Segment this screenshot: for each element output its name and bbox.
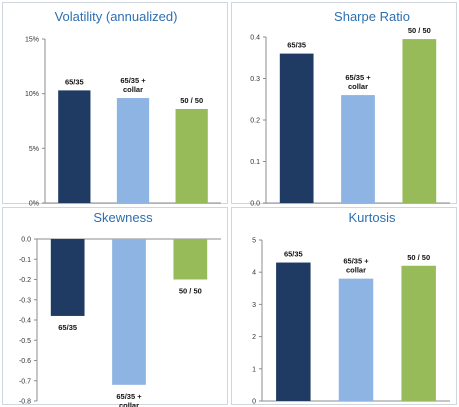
data-label-65-35-collar: 65/35 + collar <box>345 73 371 91</box>
sharpe-chart-title: Sharpe Ratio <box>334 9 410 24</box>
y-tick-label: 0.4 <box>250 35 260 42</box>
y-tick-label: 0.0 <box>250 201 260 208</box>
data-label-50-50: 50 / 50 <box>408 26 431 35</box>
data-label-65-35: 65/35 <box>287 41 306 50</box>
bar-50-50 <box>175 108 208 203</box>
y-tick-label: 0.0 <box>21 237 31 244</box>
y-tick-label: 5 <box>252 238 256 245</box>
bar-50-50 <box>401 265 436 401</box>
data-label-65-35: 65/35 <box>284 250 303 259</box>
volatility-chart-title: Volatility (annualized) <box>55 9 178 24</box>
y-tick-label: -0.6 <box>19 358 31 365</box>
y-tick-label: -0.1 <box>19 257 31 264</box>
data-label-50-50: 50 / 50 <box>407 253 430 262</box>
y-tick-label: 0 <box>252 399 256 406</box>
data-label-65-35-collar: 65/35 + collar <box>120 76 146 94</box>
kurtosis-chart-title: Kurtosis <box>349 210 396 225</box>
bar-65-35 <box>58 90 91 203</box>
bar-65-35-collar <box>338 278 374 401</box>
bar-65-35-collar <box>341 95 375 203</box>
y-tick-label: 10% <box>25 91 39 98</box>
y-tick-label: 0.3 <box>250 76 260 83</box>
y-tick-label: -0.5 <box>19 338 31 345</box>
y-tick-label: -0.4 <box>19 318 31 325</box>
y-tick-label: 2 <box>252 334 256 341</box>
data-label-65-35: 65/35 <box>58 323 77 332</box>
y-tick-label: -0.3 <box>19 297 31 304</box>
data-label-50-50: 50 / 50 <box>179 287 202 296</box>
y-tick-label: 0.1 <box>250 159 260 166</box>
y-tick-label: 4 <box>252 270 256 277</box>
bar-65-35 <box>276 262 311 401</box>
y-tick-label: 0% <box>29 201 39 208</box>
skewness-chart-title: Skewness <box>93 210 153 225</box>
kurtosis-svg: Kurtosis 0 1 2 3 4 5 65/35 65/35 + collar 50 / 50 <box>252 210 450 406</box>
y-tick-label: 0.2 <box>250 118 260 125</box>
bar-65-35-collar <box>116 98 150 203</box>
data-label-65-35-collar: 65/35 + collar <box>116 392 142 407</box>
y-tick-label: 15% <box>25 37 39 44</box>
data-label-65-35: 65/35 <box>65 77 84 86</box>
bar-50-50 <box>173 239 208 280</box>
y-tick-label: 5% <box>29 146 39 153</box>
y-tick-label: 3 <box>252 302 256 309</box>
data-label-50-50: 50 / 50 <box>180 96 203 105</box>
bar-65-35 <box>50 239 85 316</box>
y-tick-label: -0.7 <box>19 378 31 385</box>
sharpe-svg: Sharpe Ratio 0.0 0.1 0.2 0.3 0.4 65/35 65/35 + c… <box>250 9 450 208</box>
sharpe-ratio-chart-panel: Sharpe Ratio 0.0 0.1 0.2 0.3 0.4 65/35 65/35 + c… <box>231 2 457 208</box>
skewness-chart-panel: Skewness 0.0 -0.1 -0.2 -0.3 -0.4 -0.5 -0.6 -0.7 -… <box>2 207 228 407</box>
y-tick-label: -0.2 <box>19 277 31 284</box>
y-tick-label: 1 <box>252 366 256 373</box>
kurtosis-chart-panel: Kurtosis 0 1 2 3 4 5 65/35 65/35 + collar 50 / 50 <box>231 207 457 406</box>
volatility-chart-panel: Volatility (annualized) 0% 5% 10% 15% 65/35 65… <box>2 2 228 208</box>
bar-65-35 <box>279 53 314 203</box>
skewness-svg: Skewness 0.0 -0.1 -0.2 -0.3 -0.4 -0.5 -0.6 -0.7 -… <box>19 210 221 407</box>
y-tick-label: -0.8 <box>19 399 31 406</box>
data-label-65-35-collar: 65/35 + collar <box>343 257 369 275</box>
bar-65-35-collar <box>112 239 146 385</box>
bar-50-50 <box>402 39 437 204</box>
volatility-svg: Volatility (annualized) 0% 5% 10% 15% 65/35 65… <box>25 9 221 208</box>
